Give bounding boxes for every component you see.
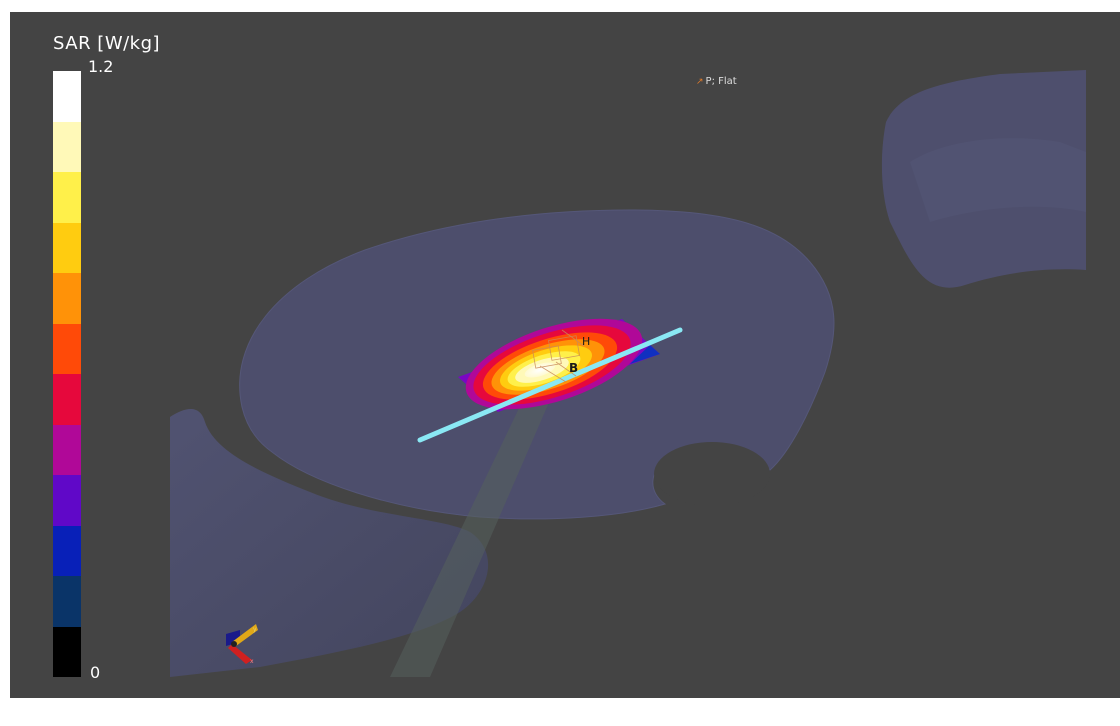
colorbar-segment [53,525,81,576]
source-label-b: B [569,361,578,375]
colorbar-min-label: 0 [90,663,101,682]
dipole-antenna [417,327,683,443]
colorbar-segment [53,172,81,223]
colorbar-segment [53,475,81,526]
colorbar-segment [53,374,81,425]
axis-label-x: x [250,658,254,665]
colorbar-segment [53,273,81,324]
colorbar-segment [53,576,81,627]
colorbar-segment [53,121,81,172]
colorbar-segment [53,424,81,475]
probe-marker-icon: ↗ [696,76,704,87]
colorbar-segment [53,626,81,677]
dipole-support-post [390,400,550,677]
colorbar-segment [53,222,81,273]
source-wireframe [532,329,585,383]
probe-label-text: P; Flat [705,76,737,87]
colorbar-segment [53,323,81,374]
axis-label-y: y [253,626,257,633]
phantom-fragment-right [881,70,1086,288]
colorbar [53,71,81,677]
3d-viewport[interactable]: H B y x SAR [W/kg] 1.2 0 ↗ P; Flat [10,12,1120,698]
phantom-cutout [654,442,770,506]
source-label-h: H [582,335,590,348]
colorbar-title: SAR [W/kg] [53,33,161,54]
probe-label: ↗ P; Flat [696,76,737,87]
colorbar-max-label: 1.2 [88,57,114,76]
3d-scene[interactable]: H B y x [10,12,1120,698]
colorbar-segment [53,71,81,122]
phantom-fragment-lower-left [170,408,489,677]
phantom-fragment-right-shade [910,138,1086,222]
axis-triad-icon [226,624,258,664]
